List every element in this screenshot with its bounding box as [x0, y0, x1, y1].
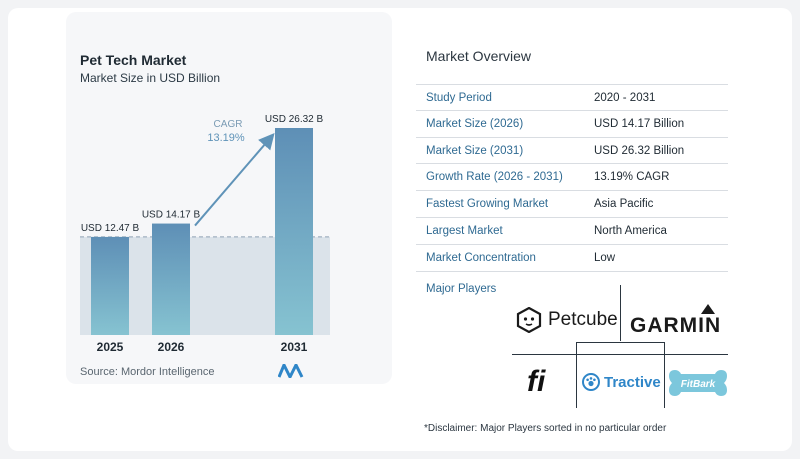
- overview-row: Largest Market North America: [416, 218, 728, 245]
- bar: [91, 236, 129, 335]
- player-name: Petcube: [548, 309, 618, 330]
- overview-row: Market Size (2031) USD 26.32 Billion: [416, 138, 728, 165]
- overview-label: Fastest Growing Market: [426, 198, 549, 211]
- cagr-arrow: [194, 132, 275, 227]
- fi-logo-icon: fi: [527, 365, 546, 398]
- players-title: Major Players: [426, 283, 497, 295]
- disclaimer: *Disclaimer: Major Players sorted in no …: [424, 423, 667, 434]
- overview-row: Fastest Growing Market Asia Pacific: [416, 191, 728, 218]
- overview-value: Asia Pacific: [594, 198, 654, 211]
- overview-title: Market Overview: [426, 48, 532, 64]
- chart-subtitle: Market Size in USD Billion: [80, 71, 221, 85]
- x-tick-label: 2025: [97, 340, 124, 354]
- overview-row: Growth Rate (2026 - 2031) 13.19% CAGR: [416, 164, 728, 192]
- petcube-logo-icon: [516, 307, 542, 333]
- data-label: USD 12.47 B: [81, 223, 140, 234]
- cagr-value: 13.19%: [207, 132, 245, 144]
- overview-label: Growth Rate (2026 - 2031): [426, 171, 563, 184]
- cagr-label: CAGR: [214, 119, 243, 130]
- players-divider: [576, 342, 577, 408]
- player-fitbark: FitBark: [667, 367, 729, 399]
- x-tick-label: 2026: [158, 340, 185, 354]
- mordor-logo-icon: [278, 364, 304, 378]
- overview-label: Study Period: [426, 92, 492, 104]
- player-name: FitBark: [681, 379, 716, 390]
- overview-value: USD 14.17 Billion: [594, 117, 685, 130]
- overview-value: USD 26.32 Billion: [594, 144, 685, 157]
- overview-row: Market Concentration Low: [416, 245, 728, 272]
- overview-label: Market Size (2031): [426, 144, 524, 157]
- player-garmin: GARMIN: [630, 304, 721, 338]
- overview-table: Study Period 2020 - 2031 Market Size (202…: [416, 84, 728, 272]
- players-divider: [620, 285, 621, 341]
- chart-title: Pet Tech Market: [80, 52, 187, 68]
- overview-value: North America: [594, 224, 667, 237]
- overview-label: Largest Market: [426, 224, 503, 237]
- x-tick-label: 2031: [281, 340, 308, 354]
- players-divider: [664, 342, 665, 408]
- bar: [275, 128, 313, 335]
- overview-value: 13.19% CAGR: [594, 171, 670, 184]
- bar: [152, 223, 190, 335]
- source-note: Source: Mordor Intelligence: [80, 366, 215, 378]
- player-name: GARMIN: [630, 314, 722, 337]
- overview-label: Market Size (2026): [426, 117, 524, 130]
- player-fi: fi: [527, 365, 545, 399]
- garmin-logo-icon: [701, 304, 716, 314]
- data-label: USD 26.32 B: [265, 114, 324, 125]
- player-petcube: Petcube: [516, 307, 618, 333]
- overview-row: Study Period 2020 - 2031: [416, 84, 728, 111]
- player-name: Tractive: [604, 373, 661, 391]
- overview-row: Market Size (2026) USD 14.17 Billion: [416, 111, 728, 138]
- player-tractive: Tractive: [582, 373, 661, 391]
- overview-label: Market Concentration: [426, 251, 536, 264]
- overview-value: Low: [594, 251, 616, 264]
- overview-value: 2020 - 2031: [594, 92, 656, 104]
- tractive-logo-icon: [582, 373, 600, 391]
- fitbark-logo-icon: FitBark: [669, 370, 727, 396]
- players-divider: [576, 342, 664, 343]
- players-divider: [512, 354, 728, 355]
- data-label: USD 14.17 B: [142, 210, 201, 221]
